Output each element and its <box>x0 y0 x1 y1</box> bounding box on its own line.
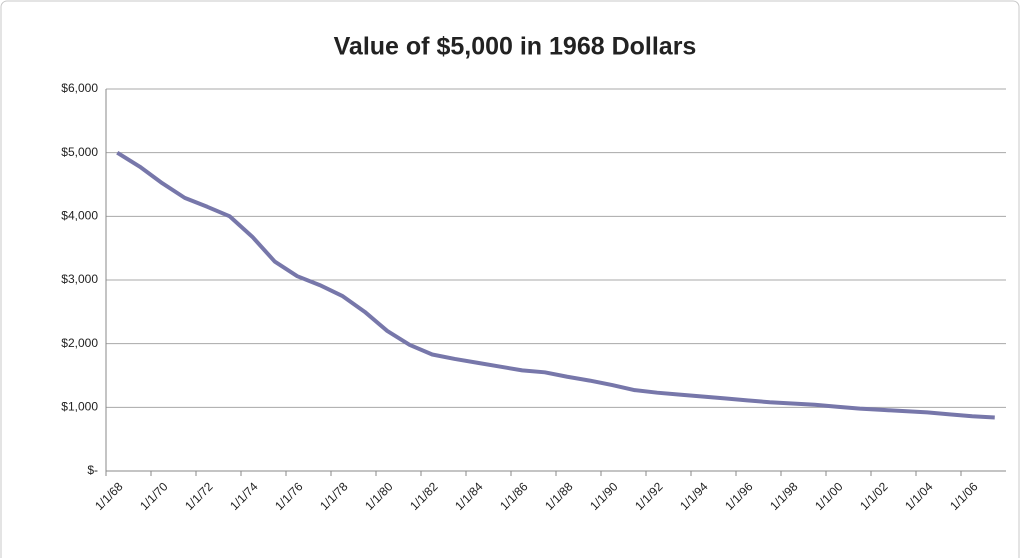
y-tick-label: $5,000 <box>61 145 98 159</box>
y-tick-label: $4,000 <box>61 209 98 223</box>
y-tick-label: $3,000 <box>61 272 98 286</box>
y-tick-label: $2,000 <box>61 336 98 350</box>
data-line <box>116 150 995 420</box>
y-tick-label: $- <box>87 463 98 477</box>
y-tick-label: $1,000 <box>61 400 98 414</box>
y-tick-label: $6,000 <box>61 81 98 95</box>
chart-title: Value of $5,000 in 1968 Dollars <box>334 33 697 61</box>
